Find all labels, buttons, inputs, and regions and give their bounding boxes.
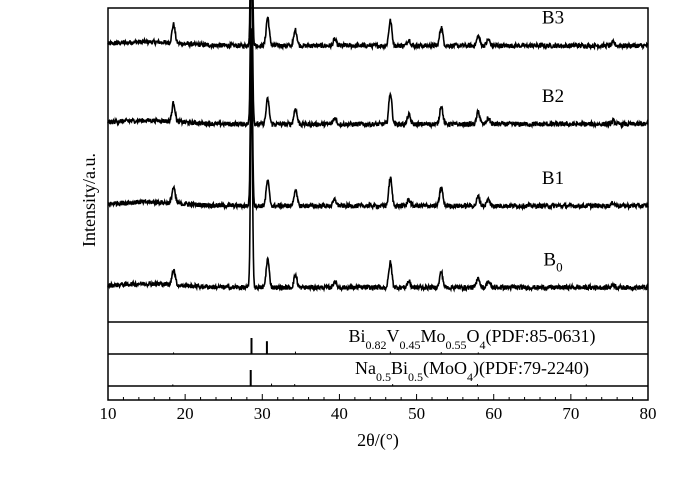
x-tick-label: 40 — [331, 404, 348, 423]
x-tick-label: 70 — [562, 404, 579, 423]
x-tick-label: 20 — [177, 404, 194, 423]
reference-2-label: Na0.5Bi0.5(MoO4)(PDF:79-2240) — [355, 358, 589, 384]
x-tick-label: 80 — [640, 404, 657, 423]
reference-1-label: Bi0.82V0.45Mo0.55O4(PDF:85-0631) — [348, 326, 595, 352]
series-label-2: B2 — [542, 86, 564, 107]
reference-panel-2: Na0.5Bi0.5(MoO4)(PDF:79-2240) — [172, 358, 589, 386]
plot-border — [107, 7, 649, 401]
x-tick-label: 50 — [408, 404, 425, 423]
x-axis-title: 2θ/(°) — [357, 430, 399, 451]
main-panel: B3 B2 B1 B0 — [107, 0, 649, 293]
reference-panel-1: Bi0.82V0.45Mo0.55O4(PDF:85-0631) — [173, 326, 596, 354]
series-labels: B3 B2 B1 B0 — [542, 8, 564, 275]
series-line-3 — [107, 28, 649, 212]
x-tick-label: 60 — [485, 404, 502, 423]
series-line-2 — [107, 0, 649, 130]
series-label-1: B3 — [542, 8, 564, 29]
series-line-4 — [107, 74, 649, 293]
xrd-series-group — [107, 0, 649, 293]
series-line-1 — [107, 0, 648, 52]
series-label-3: B1 — [542, 168, 564, 189]
x-axis-ticks — [107, 394, 649, 400]
x-tick-label: 30 — [254, 404, 271, 423]
y-axis-title: Intensity/a.u. — [79, 153, 99, 247]
x-axis-tick-labels: 10 20 30 40 50 60 70 80 — [100, 404, 657, 423]
x-tick-label: 10 — [100, 404, 117, 423]
series-label-4: B0 — [543, 249, 562, 274]
plot-frame — [107, 7, 649, 401]
